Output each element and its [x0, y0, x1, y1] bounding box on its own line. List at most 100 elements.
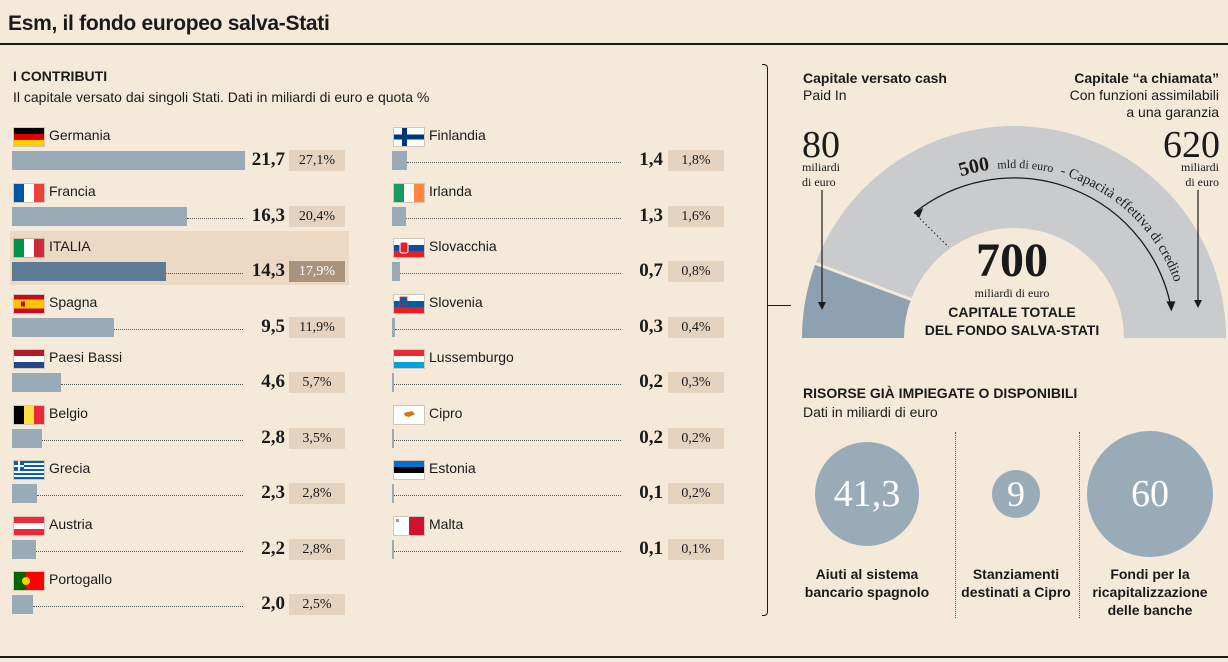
country-value: 4,6 [261, 371, 285, 392]
paid-in-subtitle: Paid In [803, 87, 847, 103]
total-value: 700 [976, 234, 1048, 287]
country-value: 0,2 [639, 426, 663, 448]
country-value: 0,3 [639, 315, 663, 337]
resource-circle: 41,3 [814, 441, 920, 547]
country-bar [12, 539, 36, 559]
country-value: 0,1 [639, 537, 663, 559]
bracket [762, 64, 768, 616]
country-row: Paesi Bassi 4,6 5,7% [10, 342, 349, 396]
luxembourg-flag-icon [394, 350, 424, 368]
country-value: 2,2 [261, 537, 285, 559]
country-share: 0,4% [668, 316, 724, 338]
contributions-title: I CONTRIBUTI [13, 68, 108, 84]
country-name: Malta [429, 515, 464, 532]
header-rule [0, 43, 1228, 45]
country-share: 1,8% [668, 150, 724, 171]
germany-flag-icon [14, 128, 44, 146]
country-share: 11,9% [289, 316, 345, 338]
footer-rule [0, 656, 1228, 658]
paid-in-unit-2: di euro [802, 175, 836, 189]
country-bar [12, 595, 34, 614]
spain-flag-icon [14, 294, 44, 313]
resources-separator-2 [1079, 432, 1080, 618]
gauge-paid-segment [802, 263, 912, 338]
total-caption-1: CAPITALE TOTALE [948, 304, 1076, 320]
country-value: 14,3 [251, 260, 285, 281]
leader-dots [394, 495, 621, 496]
country-bar [12, 262, 166, 281]
country-row: Slovacchia 0,7 0,8% [389, 231, 728, 285]
country-share: 2,8% [289, 538, 345, 560]
country-bar [392, 151, 408, 170]
country-share: 0,2% [668, 483, 724, 504]
estonia-flag-icon [394, 461, 424, 479]
country-bar [12, 317, 114, 337]
country-name: Slovacchia [429, 238, 497, 254]
country-value: 16,3 [251, 204, 285, 226]
capacity-dotted-line [913, 212, 949, 248]
resource-caption-line: ricapitalizzazione [1092, 584, 1208, 600]
country-value: 2,0 [261, 593, 285, 614]
country-name: Lussemburgo [429, 349, 514, 365]
capital-gauge: 500 mld di euro - Capacità effettiva di … [802, 125, 1226, 338]
callable-leader-head [1194, 300, 1202, 308]
leader-dots [399, 273, 621, 274]
capacity-unit: mld di euro [997, 157, 1055, 175]
country-name: Grecia [49, 460, 91, 476]
paid-in-title: Capitale versato cash [803, 70, 947, 86]
slovenia-flag-icon [394, 294, 424, 313]
country-share: 5,7% [289, 372, 345, 393]
leader-dots [187, 217, 243, 219]
leader-dots [394, 384, 621, 385]
country-value: 9,5 [261, 315, 285, 337]
country-value: 2,3 [261, 482, 285, 503]
leader-dots [165, 273, 243, 274]
country-value: 2,8 [261, 426, 285, 448]
resource-circle: 60 [1087, 431, 1213, 557]
resource-caption: Fondi per la ricapitalizzazione delle banc… [1070, 565, 1228, 619]
country-row: Slovenia 0,3 0,4% [389, 287, 728, 341]
country-row: Francia 16,3 20,4% [10, 176, 349, 230]
total-caption-2: DEL FONDO SALVA-STATI [924, 322, 1100, 338]
country-bar [12, 484, 37, 503]
country-share: 20,4% [289, 205, 345, 227]
resources-subtitle: Dati in miliardi di euro [803, 404, 938, 420]
leader-dots [36, 495, 243, 496]
paid-in-unit-1: miliardi [802, 160, 840, 174]
resource-caption-line: Fondi per la [1110, 566, 1190, 582]
paid-in-leader-head [818, 302, 826, 310]
country-bar [392, 206, 406, 226]
leader-dots [42, 439, 243, 441]
country-row: Austria 2,2 2,8% [10, 509, 349, 563]
austria-flag-icon [14, 516, 44, 535]
belgium-flag-icon [14, 405, 44, 424]
leader-dots [407, 162, 621, 163]
country-name: Irlanda [429, 182, 472, 199]
country-share: 0,8% [668, 261, 724, 282]
country-share: 2,5% [289, 594, 345, 615]
country-bar [12, 373, 62, 392]
callable-unit-2: di euro [1185, 175, 1219, 189]
capacity-arrow [913, 177, 1173, 310]
country-share: 2,8% [289, 483, 345, 504]
capacity-arrowhead-right [1166, 301, 1176, 312]
country-value: 0,2 [639, 371, 663, 392]
country-value: 21,7 [251, 149, 285, 170]
resources-separator-1 [955, 432, 956, 618]
page-title: Esm, il fondo europeo salva-Stati [8, 12, 330, 35]
gauge-separator [814, 261, 913, 302]
country-bar [392, 428, 395, 448]
country-share: 0,2% [668, 427, 724, 449]
capacity-arrowhead-left [914, 207, 924, 218]
netherlands-flag-icon [14, 350, 44, 368]
country-share: 3,5% [289, 427, 345, 449]
country-row: Spagna 9,5 11,9% [10, 287, 349, 341]
resource-caption: Aiuti al sistema bancario spagnolo [787, 565, 947, 601]
callable-unit-1: miliardi [1181, 160, 1219, 174]
leader-dots [33, 606, 243, 607]
country-value: 0,1 [639, 482, 663, 503]
leader-dots [405, 217, 621, 219]
resource-caption: Stanziamenti destinati a Cipro [936, 565, 1096, 601]
leader-dots [35, 550, 243, 552]
callable-title: Capitale “a chiamata” [1074, 70, 1219, 86]
